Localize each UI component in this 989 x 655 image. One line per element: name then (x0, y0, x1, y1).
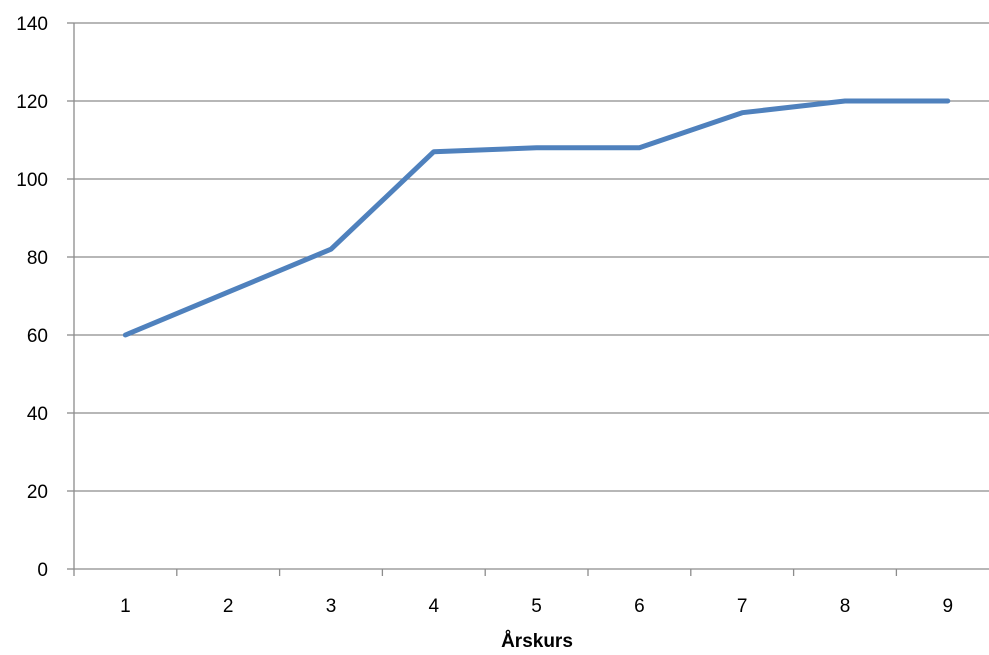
series-layer (122, 98, 951, 338)
y-tick-label: 0 (37, 560, 48, 581)
x-tick-labels: 1 2 3 4 5 6 7 8 9 (120, 596, 953, 617)
series-line-0 (122, 98, 951, 338)
x-tick-label: 7 (737, 596, 748, 617)
x-tick-label: 4 (429, 596, 440, 617)
y-tick-label: 40 (27, 404, 48, 425)
x-tick-label: 1 (120, 596, 131, 617)
gridlines (74, 22, 989, 492)
x-tick-label: 3 (326, 596, 337, 617)
x-tick-label: 2 (223, 596, 234, 617)
x-tick-label: 8 (840, 596, 851, 617)
y-tick-labels: 0 20 40 60 80 100 120 140 (16, 14, 48, 581)
x-tick-label: 9 (943, 596, 954, 617)
y-tick-label: 120 (16, 92, 48, 113)
x-tick-label: 5 (531, 596, 542, 617)
y-tick-label: 80 (27, 248, 48, 269)
y-tick-label: 20 (27, 482, 48, 503)
y-tick-label: 100 (16, 170, 48, 191)
y-tick-label: 140 (16, 14, 48, 35)
axes (67, 22, 989, 576)
x-tick-label: 6 (634, 596, 645, 617)
y-tick-label: 60 (27, 326, 48, 347)
x-axis-title: Årskurs (501, 631, 573, 652)
